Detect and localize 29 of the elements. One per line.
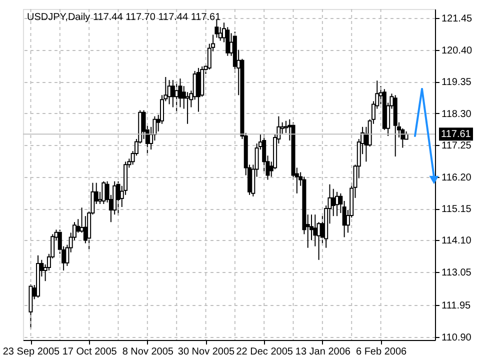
- chart-title: USDJPY,Daily 117.44 117.70 117.44 117.61: [27, 12, 222, 23]
- x-tick-label: 22 Dec 2005: [236, 346, 294, 358]
- candlestick: [313, 214, 318, 247]
- y-tick-label: 113.05: [442, 267, 472, 278]
- y-tick-label: 120.40: [442, 45, 473, 56]
- candlestick: [178, 78, 182, 108]
- x-tick-label: 23 Sep 2005: [2, 346, 60, 358]
- y-tick-label: 115.15: [442, 204, 472, 216]
- y-tick-label: 110.90: [442, 332, 472, 344]
- y-tick-label: 121.45: [442, 14, 473, 25]
- candlestick: [116, 180, 120, 216]
- ref-line-label: 117.61: [441, 129, 472, 140]
- candlestick: [102, 180, 106, 204]
- y-tick-label: 114.10: [442, 236, 472, 247]
- y-tick-label: 117.25: [442, 140, 472, 152]
- x-tick-label: 13 Jan 2006: [295, 346, 351, 358]
- x-tick-label: 30 Nov 2005: [178, 346, 236, 358]
- y-tick-label: 118.30: [442, 108, 472, 120]
- x-tick-label: 6 Feb 2006: [356, 346, 408, 358]
- candlestick: [331, 188, 336, 217]
- x-tick-label: 8 Nov 2005: [122, 346, 174, 358]
- candlestick: [214, 19, 219, 38]
- y-tick-label: 116.20: [442, 172, 472, 184]
- y-tick-label: 111.95: [442, 300, 472, 312]
- candlestick: [186, 92, 190, 124]
- candlestick: [226, 26, 230, 56]
- x-tick-label: 17 Oct 2005: [62, 346, 118, 358]
- y-tick-label: 119.35: [442, 77, 472, 88]
- candlestick: [170, 80, 175, 108]
